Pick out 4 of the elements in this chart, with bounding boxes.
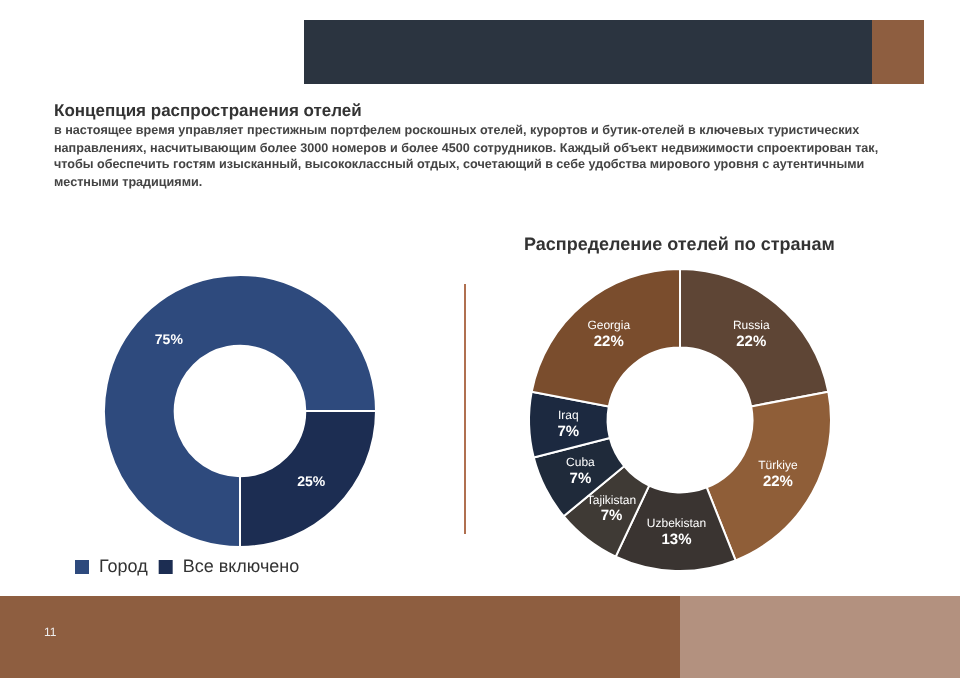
legend-label: Город (99, 555, 150, 576)
chart-title: Концепция распространения отелей (54, 100, 362, 120)
chart-title: Распределение отелей по странам (524, 234, 835, 254)
legend-label: Все включено (182, 555, 300, 576)
